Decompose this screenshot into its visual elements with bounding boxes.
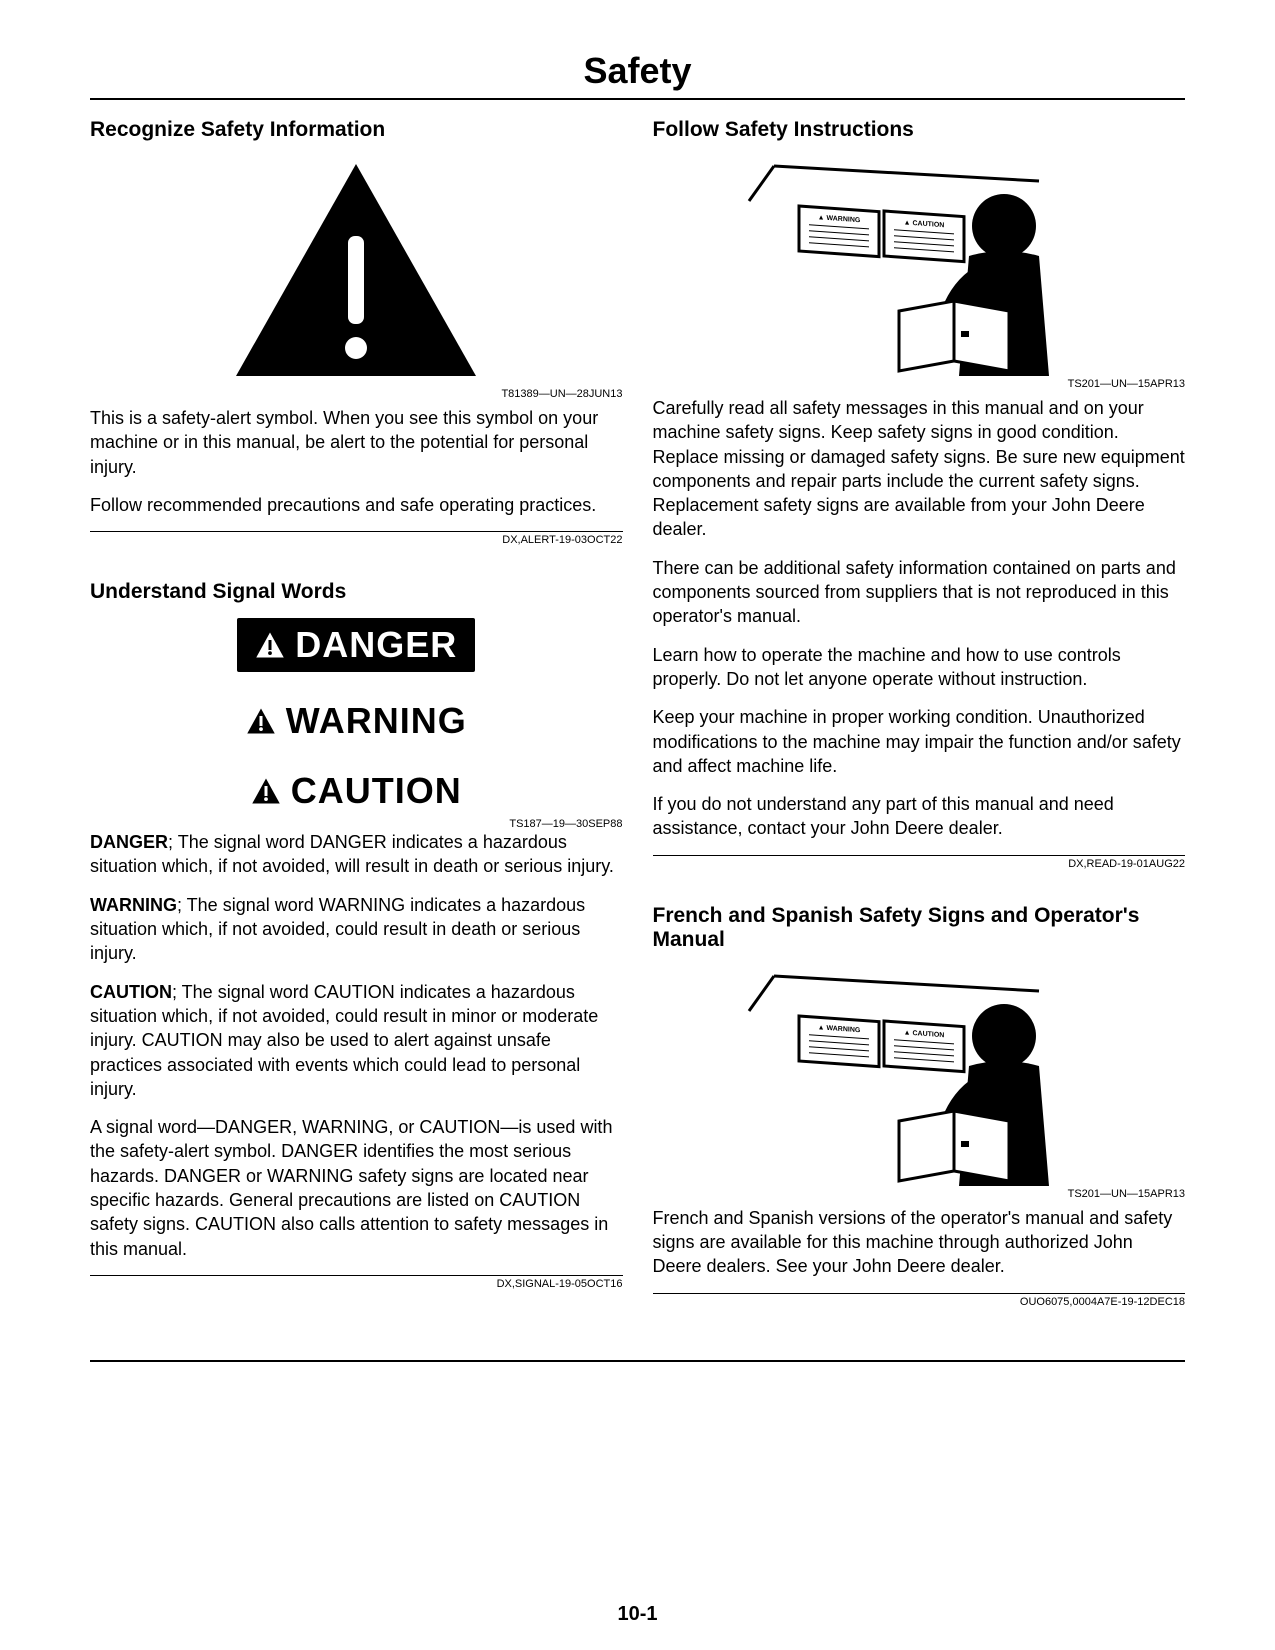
paragraph: WARNING; The signal word WARNING indicat… — [90, 893, 623, 966]
paragraph: There can be additional safety informati… — [653, 556, 1186, 629]
paragraph: This is a safety-alert symbol. When you … — [90, 406, 623, 479]
paragraph: French and Spanish versions of the opera… — [653, 1206, 1186, 1279]
paragraph: CAUTION; The signal word CAUTION indicat… — [90, 980, 623, 1101]
section-title: Recognize Safety Information — [90, 118, 623, 142]
figure-caption: TS201—UN—15APR13 — [653, 1188, 1186, 1200]
danger-text: DANGER — [295, 624, 457, 666]
section-code: OUO6075,0004A7E-19-12DEC18 — [653, 1293, 1186, 1308]
figure-person-reading-manual: ▲ WARNING ▲ CAUTION — [653, 966, 1186, 1200]
section-code: DX,READ-19-01AUG22 — [653, 855, 1186, 870]
warning-text: WARNING — [286, 700, 467, 742]
page-footer-rule — [90, 1360, 1185, 1362]
warning-triangle-icon — [255, 630, 285, 660]
section-french-spanish: French and Spanish Safety Signs and Oper… — [653, 904, 1186, 1308]
warning-triangle-icon — [251, 776, 281, 806]
safety-alert-triangle-icon — [226, 156, 486, 386]
paragraph: Learn how to operate the machine and how… — [653, 643, 1186, 692]
page-number: 10-1 — [0, 1603, 1275, 1626]
page-title: Safety — [90, 50, 1185, 100]
warning-label: WARNING — [246, 700, 467, 742]
signal-word-figure: DANGER WARNING CAUTION — [90, 618, 623, 812]
caution-text: CAUTION — [291, 770, 462, 812]
section-title: French and Spanish Safety Signs and Oper… — [653, 904, 1186, 952]
person-reading-manual-icon: ▲ WARNING ▲ CAUTION — [739, 156, 1099, 376]
paragraph: Carefully read all safety messages in th… — [653, 396, 1186, 542]
paragraph: DANGER; The signal word DANGER indicates… — [90, 830, 623, 879]
paragraph: Keep your machine in proper working cond… — [653, 705, 1186, 778]
paragraph: A signal word—DANGER, WARNING, or CAUTIO… — [90, 1115, 623, 1261]
paragraph: If you do not understand any part of thi… — [653, 792, 1186, 841]
figure-caption: TS201—UN—15APR13 — [653, 378, 1186, 390]
left-column: Recognize Safety Information T81389—UN—2… — [90, 118, 623, 1342]
danger-label: DANGER — [237, 618, 475, 672]
paragraph: Follow recommended precautions and safe … — [90, 493, 623, 517]
section-code: DX,ALERT-19-03OCT22 — [90, 531, 623, 546]
section-follow-instructions: Follow Safety Instructions ▲ WARNING — [653, 118, 1186, 870]
figure-person-reading-manual: ▲ WARNING ▲ CAUTION — [653, 156, 1186, 390]
section-recognize: Recognize Safety Information T81389—UN—2… — [90, 118, 623, 546]
right-column: Follow Safety Instructions ▲ WARNING — [653, 118, 1186, 1342]
figure-safety-alert: T81389—UN—28JUN13 — [90, 156, 623, 400]
section-signal-words: Understand Signal Words DANGER — [90, 580, 623, 1290]
warning-triangle-icon — [246, 706, 276, 736]
figure-caption: TS187—19—30SEP88 — [90, 818, 623, 830]
section-title: Understand Signal Words — [90, 580, 623, 604]
page-columns: Recognize Safety Information T81389—UN—2… — [90, 118, 1185, 1342]
section-title: Follow Safety Instructions — [653, 118, 1186, 142]
caution-label: CAUTION — [251, 770, 462, 812]
person-reading-manual-icon: ▲ WARNING ▲ CAUTION — [739, 966, 1099, 1186]
section-code: DX,SIGNAL-19-05OCT16 — [90, 1275, 623, 1290]
figure-caption: T81389—UN—28JUN13 — [90, 388, 623, 400]
